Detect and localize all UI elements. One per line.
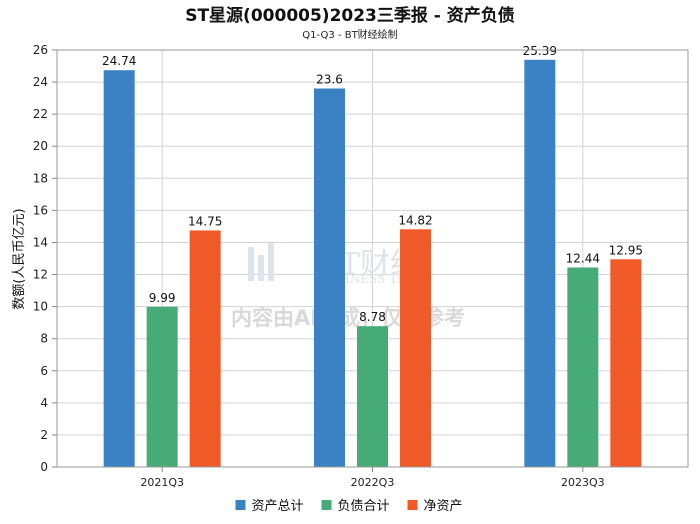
x-tick-label: 2023Q3 <box>561 476 605 489</box>
data-label: 23.6 <box>316 72 343 86</box>
x-tick-label: 2021Q3 <box>140 476 184 489</box>
chart-title: ST星源(000005)2023三季报 - 资产负债 <box>185 5 515 26</box>
bar <box>146 306 178 467</box>
legend-label: 负债合计 <box>338 499 390 514</box>
data-label: 25.39 <box>523 44 557 58</box>
bar <box>103 70 135 467</box>
bar <box>357 326 388 467</box>
y-tick-label: 8 <box>40 332 48 346</box>
y-axis-label: 数额(人民币亿元) <box>12 208 27 309</box>
data-label: 12.44 <box>566 251 600 265</box>
y-tick-label: 6 <box>40 364 48 378</box>
bar <box>524 59 556 468</box>
bar <box>189 230 221 467</box>
data-label: 8.78 <box>359 310 386 324</box>
y-tick-label: 24 <box>33 75 48 89</box>
bar <box>610 259 642 467</box>
data-label: 12.95 <box>609 243 643 257</box>
legend-label: 资产总计 <box>252 499 304 514</box>
y-tick-label: 22 <box>33 107 48 121</box>
data-label: 9.99 <box>149 291 176 305</box>
legend: 资产总计 负债合计 净资产 <box>235 499 463 514</box>
y-tick-label: 16 <box>33 203 48 217</box>
data-label: 14.75 <box>188 214 222 228</box>
legend-label: 净资产 <box>424 499 463 514</box>
legend-swatch <box>407 500 418 510</box>
y-tick-label: 26 <box>33 43 48 57</box>
x-tick-label: 2022Q3 <box>351 476 395 489</box>
chart-subtitle: Q1-Q3 - BT财经绘制 <box>302 28 397 41</box>
legend-swatch <box>235 500 246 510</box>
y-tick-label: 10 <box>33 300 48 314</box>
y-tick-label: 4 <box>40 396 48 410</box>
y-tick-label: 12 <box>33 268 48 282</box>
legend-swatch <box>321 500 332 510</box>
y-tick-label: 18 <box>33 171 48 185</box>
bar <box>567 267 599 467</box>
y-tick-label: 14 <box>33 235 48 249</box>
data-label: 14.82 <box>398 213 432 227</box>
bars: 24.74 9.99 14.75 23.6 8.78 14.82 25.39 12.44 12.… <box>102 44 643 468</box>
y-tick-label: 2 <box>40 428 48 442</box>
y-tick-label: 0 <box>40 460 48 474</box>
bar <box>400 229 431 467</box>
data-label: 24.74 <box>102 54 136 68</box>
bar <box>314 88 345 467</box>
y-tick-label: 20 <box>33 139 48 153</box>
